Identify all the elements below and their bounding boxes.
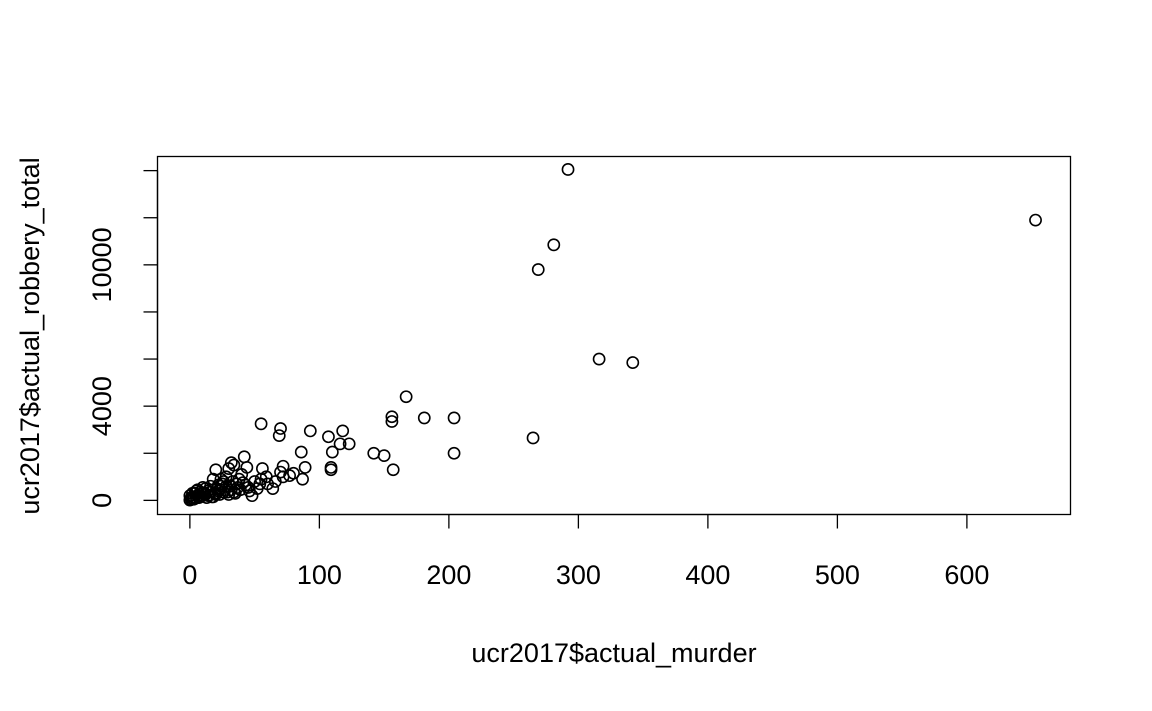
data-point [447,411,461,425]
data-point [283,469,296,483]
data-point [294,445,308,459]
x-tick-label: 100 [297,560,342,590]
data-points [183,163,1042,507]
data-point [531,263,545,276]
x-tick-label: 0 [182,560,197,590]
data-point [626,356,640,369]
x-tick-label: 300 [556,560,601,590]
y-tick-label: 4000 [87,376,117,436]
data-point [399,390,413,404]
data-point [222,462,236,475]
data-point [342,437,356,451]
y-axis-label: ucr2017$actual_robbery_total [15,157,45,514]
x-tick-label: 200 [426,560,471,590]
data-point [325,445,339,459]
x-axis: 0 100 200 300 400 500 600 [182,513,989,590]
data-point [206,490,220,504]
data-point [237,450,251,464]
data-point [298,460,312,474]
data-point [201,489,215,503]
data-point [303,424,317,438]
data-point [447,446,461,460]
y-tick-label: 0 [87,493,117,508]
data-point [377,449,391,463]
data-point [209,463,223,477]
data-point [526,431,540,445]
plot-frame [156,155,1072,516]
data-point [367,446,381,460]
y-axis: 0 4000 10000 [87,169,159,508]
data-point [592,352,606,366]
data-point [417,411,431,425]
data-point [209,488,223,501]
data-point [268,475,282,488]
data-point [272,429,286,442]
x-axis-label: ucr2017$actual_murder [471,638,756,668]
data-point [561,163,575,176]
data-point [254,417,268,431]
data-point [248,475,262,488]
y-tick-label: 10000 [87,227,117,302]
data-point [296,472,309,486]
x-tick-label: 400 [685,560,730,590]
data-point [274,422,287,435]
data-point [324,463,338,477]
data-point [224,456,238,470]
data-point [385,410,399,424]
x-tick-label: 500 [815,560,860,590]
data-point [227,485,241,499]
data-point [224,483,238,497]
data-point [547,238,561,252]
x-tick-label: 600 [944,560,989,590]
data-point [385,415,399,428]
data-point [386,463,400,477]
data-point [333,437,347,451]
data-point [1029,213,1042,227]
data-point [261,477,274,491]
data-point [322,430,335,444]
data-point [254,472,268,486]
data-point [336,424,350,438]
